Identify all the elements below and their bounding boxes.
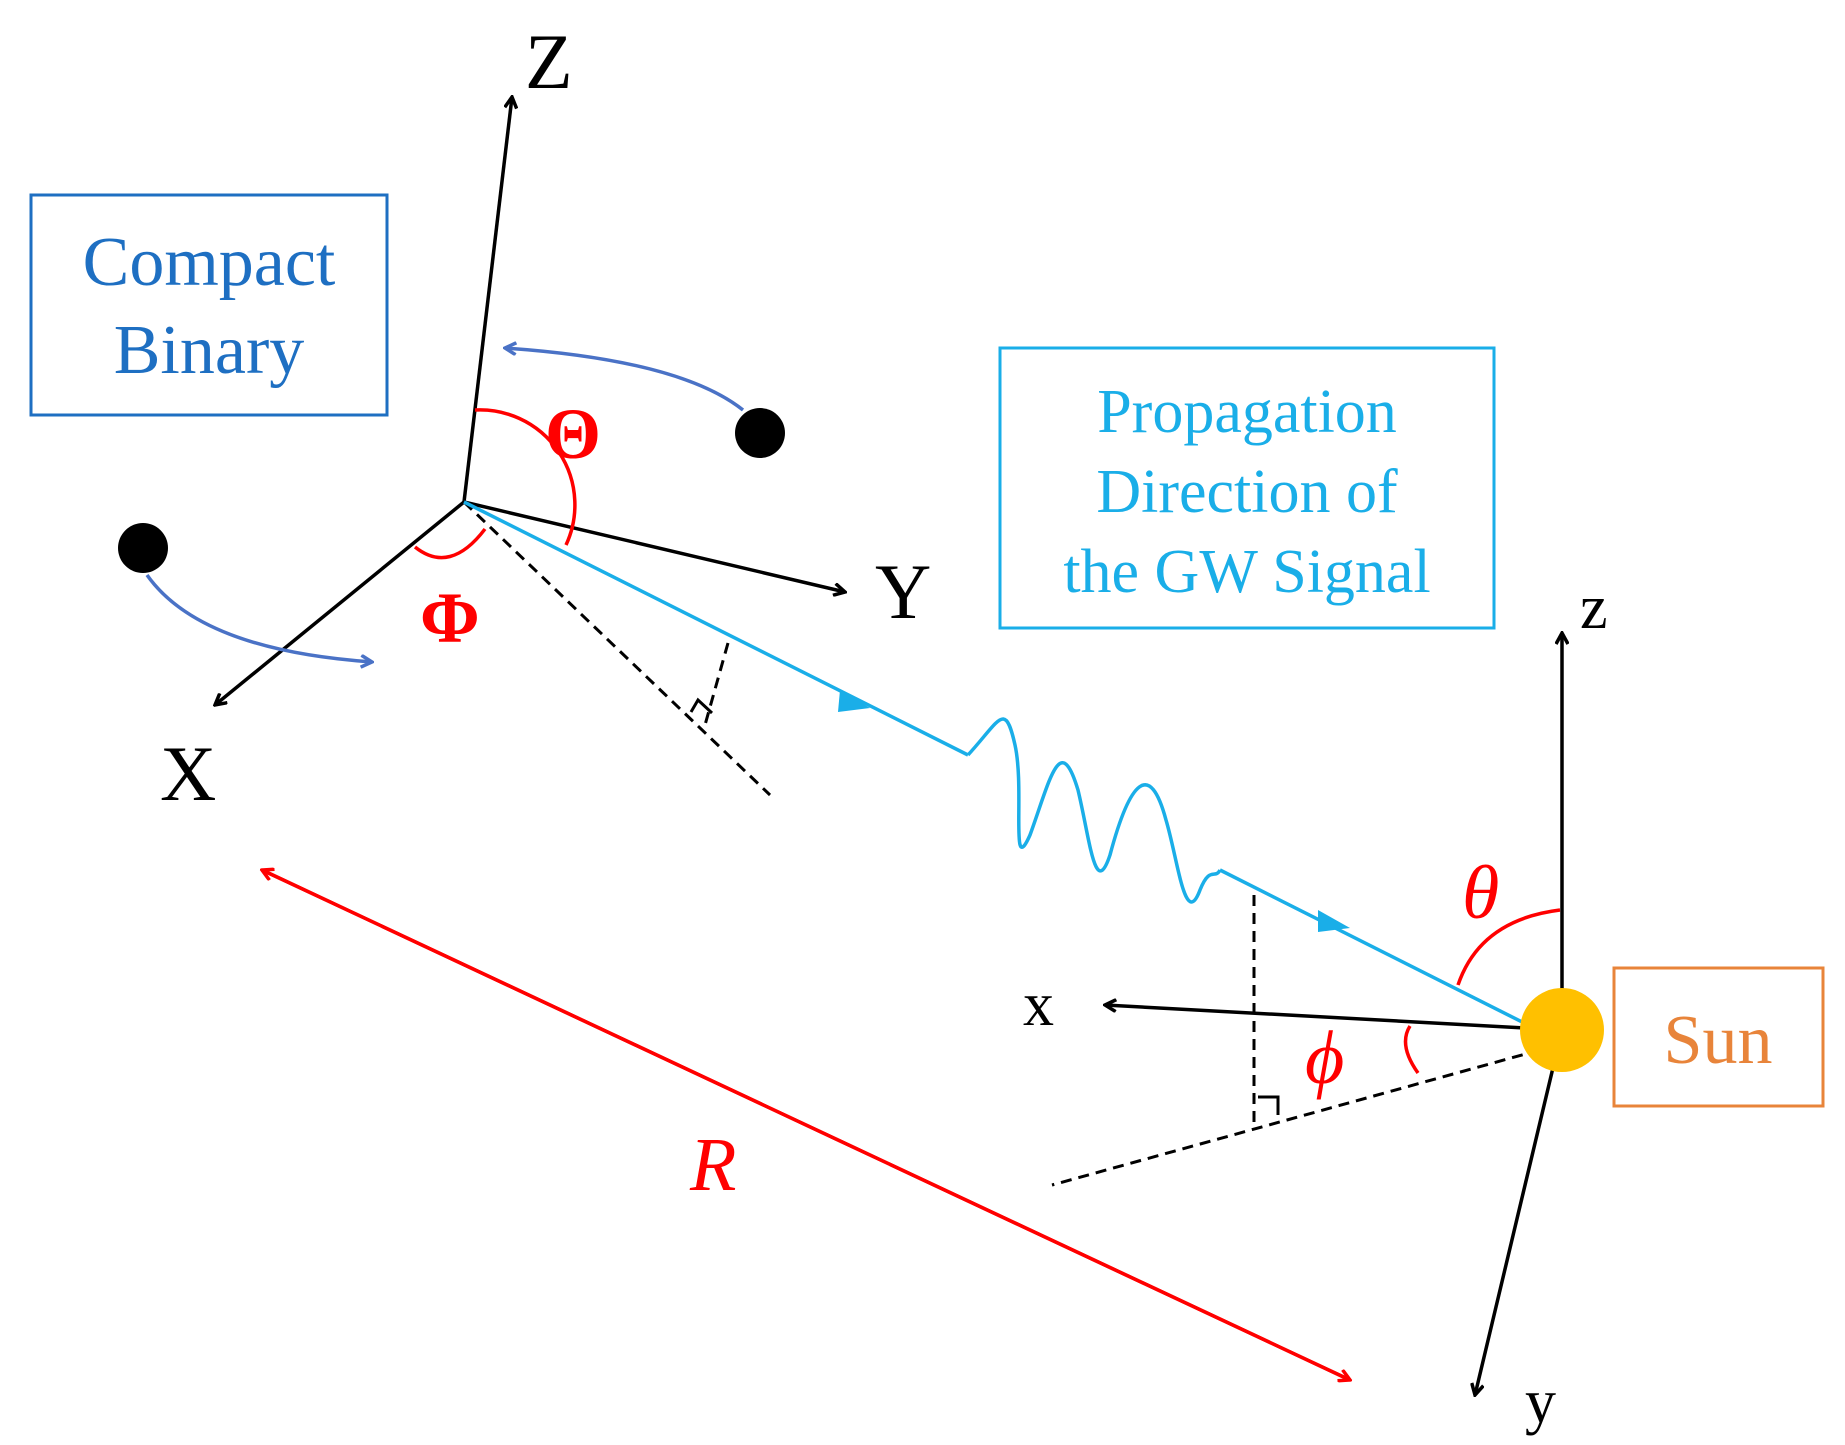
- sun-box: Sun: [1612, 966, 1825, 1108]
- binary-z-axis: [462, 97, 512, 503]
- binary-right-angle-mark: [689, 697, 714, 715]
- binary-x-axis: [215, 500, 466, 705]
- compact-binary-label-line2: Binary: [114, 312, 305, 389]
- sun-x-axis-label: x: [1023, 971, 1054, 1039]
- compact-binary-box: Compact Binary: [29, 193, 389, 417]
- sun-circle: [1520, 988, 1604, 1072]
- angle-phi-label: Φ: [420, 578, 480, 658]
- orbit-arrow-bottom: [145, 573, 372, 662]
- binary-projection-dashed: [462, 500, 772, 797]
- sun-z-axis-label: z: [1580, 574, 1608, 642]
- distance-r-line-reverse: [262, 870, 1351, 1382]
- sun-y-axis: [1475, 1029, 1564, 1395]
- angle-phi-small-label: ϕ: [1305, 1016, 1344, 1100]
- binary-star-right: [735, 408, 785, 458]
- propagation-label-line3: the GW Signal: [1063, 538, 1430, 606]
- angle-phi-small-arc: [1403, 1025, 1420, 1075]
- distance-r-label: R: [689, 1123, 736, 1207]
- sun-projection-dashed: [1051, 1048, 1541, 1187]
- propagation-direction-box: Propagation Direction of the GW Signal: [998, 346, 1496, 630]
- gw-signal-arrow-2: [1318, 910, 1350, 932]
- binary-star-left: [118, 523, 168, 573]
- propagation-label-line1: Propagation: [1097, 378, 1397, 446]
- binary-perpendicular-dashed: [703, 642, 730, 726]
- propagation-label-line2: Direction of: [1096, 458, 1398, 526]
- binary-z-axis-label: Z: [525, 18, 573, 105]
- angle-theta-small-arc: [1456, 908, 1561, 986]
- angle-theta-label: Θ: [545, 394, 601, 474]
- gw-signal-arrow-1: [838, 690, 870, 712]
- angle-theta-small-label: θ: [1462, 851, 1499, 935]
- compact-binary-label-line1: Compact: [83, 224, 336, 301]
- angle-phi-arc: [413, 527, 487, 560]
- sun-right-angle-mark: [1258, 1095, 1280, 1115]
- gw-signal-wave: [966, 717, 1222, 904]
- sun-x-axis: [1105, 1005, 1563, 1032]
- orbit-arrow-top: [505, 348, 745, 412]
- binary-x-axis-label: X: [160, 730, 216, 817]
- binary-y-axis-label: Y: [875, 548, 931, 635]
- sun-y-axis-label: y: [1525, 1368, 1556, 1436]
- sun-label: Sun: [1664, 1002, 1773, 1079]
- gw-signal-line-1: [463, 500, 969, 757]
- binary-y-axis: [463, 500, 845, 592]
- gw-signal-line-2: [1219, 868, 1539, 1032]
- angle-theta-arc: [474, 408, 577, 546]
